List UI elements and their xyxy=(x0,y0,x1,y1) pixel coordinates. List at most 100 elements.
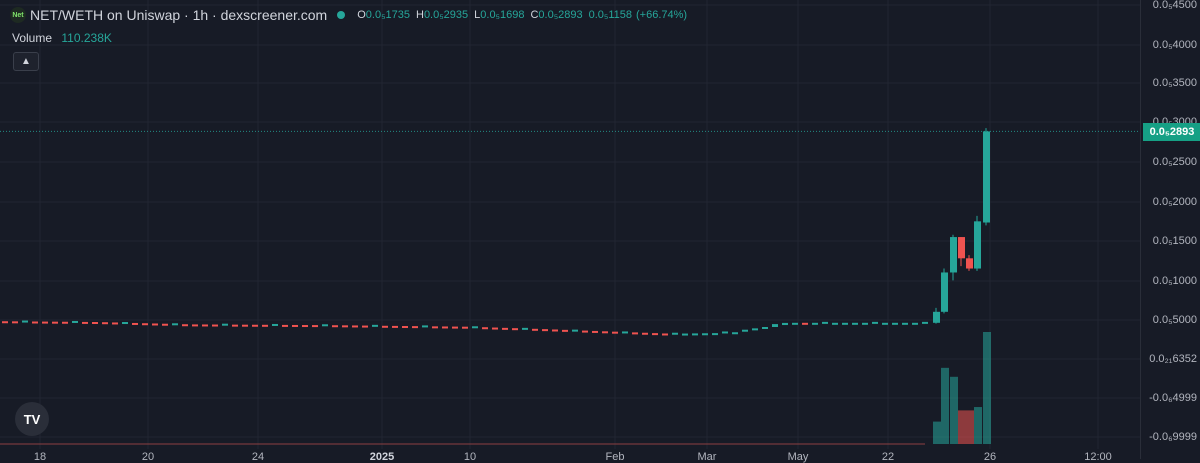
time-axis-label: 22 xyxy=(881,451,895,463)
price-axis-label: 0.0₅1000 xyxy=(1152,275,1197,287)
price-axis-label: 0.0₅5000 xyxy=(1152,314,1197,326)
candle-body xyxy=(722,331,728,334)
price-axis-label: 0.0₅2500 xyxy=(1152,156,1197,168)
candle-body xyxy=(372,324,378,327)
candle-body xyxy=(922,321,928,324)
candle-body xyxy=(612,331,618,334)
candle-body xyxy=(732,332,738,335)
collapse-legend-button[interactable]: ▲ xyxy=(13,52,39,71)
change-value: 0.0₅1158 xyxy=(588,9,633,21)
candle-body xyxy=(322,324,328,327)
candle-body xyxy=(152,323,158,326)
candle-body xyxy=(232,324,238,327)
candle-body xyxy=(242,324,248,327)
candle-body xyxy=(382,325,388,328)
candle-body xyxy=(542,329,548,332)
price-axis-label: -0.0₆9999 xyxy=(1149,431,1197,443)
price-axis-label: 0.0₂₁6352 xyxy=(1149,353,1197,365)
candle-body xyxy=(832,322,838,325)
time-axis-label: May xyxy=(787,451,809,463)
candle-body xyxy=(112,322,118,325)
token-logo: Net xyxy=(10,7,26,23)
candle-body xyxy=(122,322,128,325)
volume-bar xyxy=(974,407,982,444)
candle-body xyxy=(182,324,188,327)
candle-body xyxy=(882,322,888,325)
candle-body xyxy=(32,321,38,324)
price-chart[interactable] xyxy=(0,0,1140,459)
price-axis-label: 0.0₅4000 xyxy=(1152,39,1197,51)
chart-area[interactable] xyxy=(0,0,1140,459)
time-axis-label: Feb xyxy=(605,451,625,463)
candle-body xyxy=(362,325,368,328)
candle-body xyxy=(822,321,828,324)
candle-body xyxy=(102,322,108,325)
candle-body xyxy=(958,237,965,259)
candle-body xyxy=(252,324,258,327)
ohlc-high: H0.0₅2935 xyxy=(415,9,469,21)
time-axis[interactable]: 18 20 24 2025 10 Feb Mar May 22 26 12:00 xyxy=(0,449,1140,463)
candle-body xyxy=(212,324,218,327)
candle-body xyxy=(222,323,228,326)
candle-body xyxy=(522,327,528,330)
candle-body xyxy=(762,327,768,330)
candle-body xyxy=(72,320,78,323)
time-axis-label: 2025 xyxy=(369,451,395,463)
candle-body xyxy=(172,323,178,326)
candle-body xyxy=(802,322,808,325)
volume-legend: Volume 110.238K xyxy=(12,31,112,45)
candle-body xyxy=(462,326,468,329)
price-axis-label: 0.0₅4500 xyxy=(1152,0,1197,11)
candle-body xyxy=(622,331,628,334)
candle-body xyxy=(92,322,98,325)
tradingview-logo[interactable]: TV xyxy=(15,402,49,436)
candle-body xyxy=(902,322,908,325)
time-axis-label: 20 xyxy=(141,451,155,463)
candle-body xyxy=(342,325,348,328)
candle-body xyxy=(632,332,638,335)
candle-body xyxy=(852,322,858,325)
time-axis-label: 12:00 xyxy=(1084,451,1112,463)
candle-body xyxy=(142,323,148,326)
time-axis-label: 26 xyxy=(983,451,997,463)
candle-body xyxy=(652,333,658,336)
candle-body xyxy=(966,258,973,269)
price-axis-label: 0.0₅3500 xyxy=(1152,77,1197,89)
candle-body xyxy=(272,323,278,326)
candle-body xyxy=(292,324,298,327)
candle-body xyxy=(602,331,608,334)
candle-body xyxy=(872,321,878,324)
candle-body xyxy=(792,322,798,325)
price-axis[interactable]: 0.0₅4500 0.0₅4000 0.0₅3500 0.0₅3000 0.0₅… xyxy=(1140,0,1200,459)
candle-body xyxy=(42,321,48,324)
time-axis-label: 24 xyxy=(251,451,265,463)
time-axis-label: 18 xyxy=(33,451,47,463)
volume-bar xyxy=(933,421,941,444)
candle-body xyxy=(422,325,428,328)
volume-bar xyxy=(950,376,958,444)
change-pct: (+66.74%) xyxy=(636,9,688,21)
price-axis-label: 0.0₅2000 xyxy=(1152,196,1197,208)
volume-bar xyxy=(983,332,991,444)
candle-body xyxy=(532,328,538,331)
candle-body xyxy=(941,272,948,312)
volume-bar xyxy=(941,367,949,444)
candle-body xyxy=(983,131,990,223)
candle-body xyxy=(332,325,338,328)
candle-body xyxy=(262,324,268,327)
candle-body xyxy=(772,324,778,328)
candle-body xyxy=(392,325,398,328)
volume-bar xyxy=(958,410,966,444)
candle-body xyxy=(12,321,18,324)
candle-body xyxy=(162,323,168,326)
volume-value: 110.238K xyxy=(61,31,112,45)
candle-body xyxy=(672,332,678,335)
candle-body xyxy=(352,325,358,328)
candle-body xyxy=(192,324,198,327)
candle-body xyxy=(782,322,788,326)
candle-body xyxy=(312,325,318,328)
pair-title: NET/WETH on Uniswap · 1h · dexscreener.c… xyxy=(30,7,328,23)
candle-body xyxy=(132,322,138,325)
candle-body xyxy=(682,333,688,336)
price-axis-label: -0.0₆4999 xyxy=(1149,392,1197,404)
